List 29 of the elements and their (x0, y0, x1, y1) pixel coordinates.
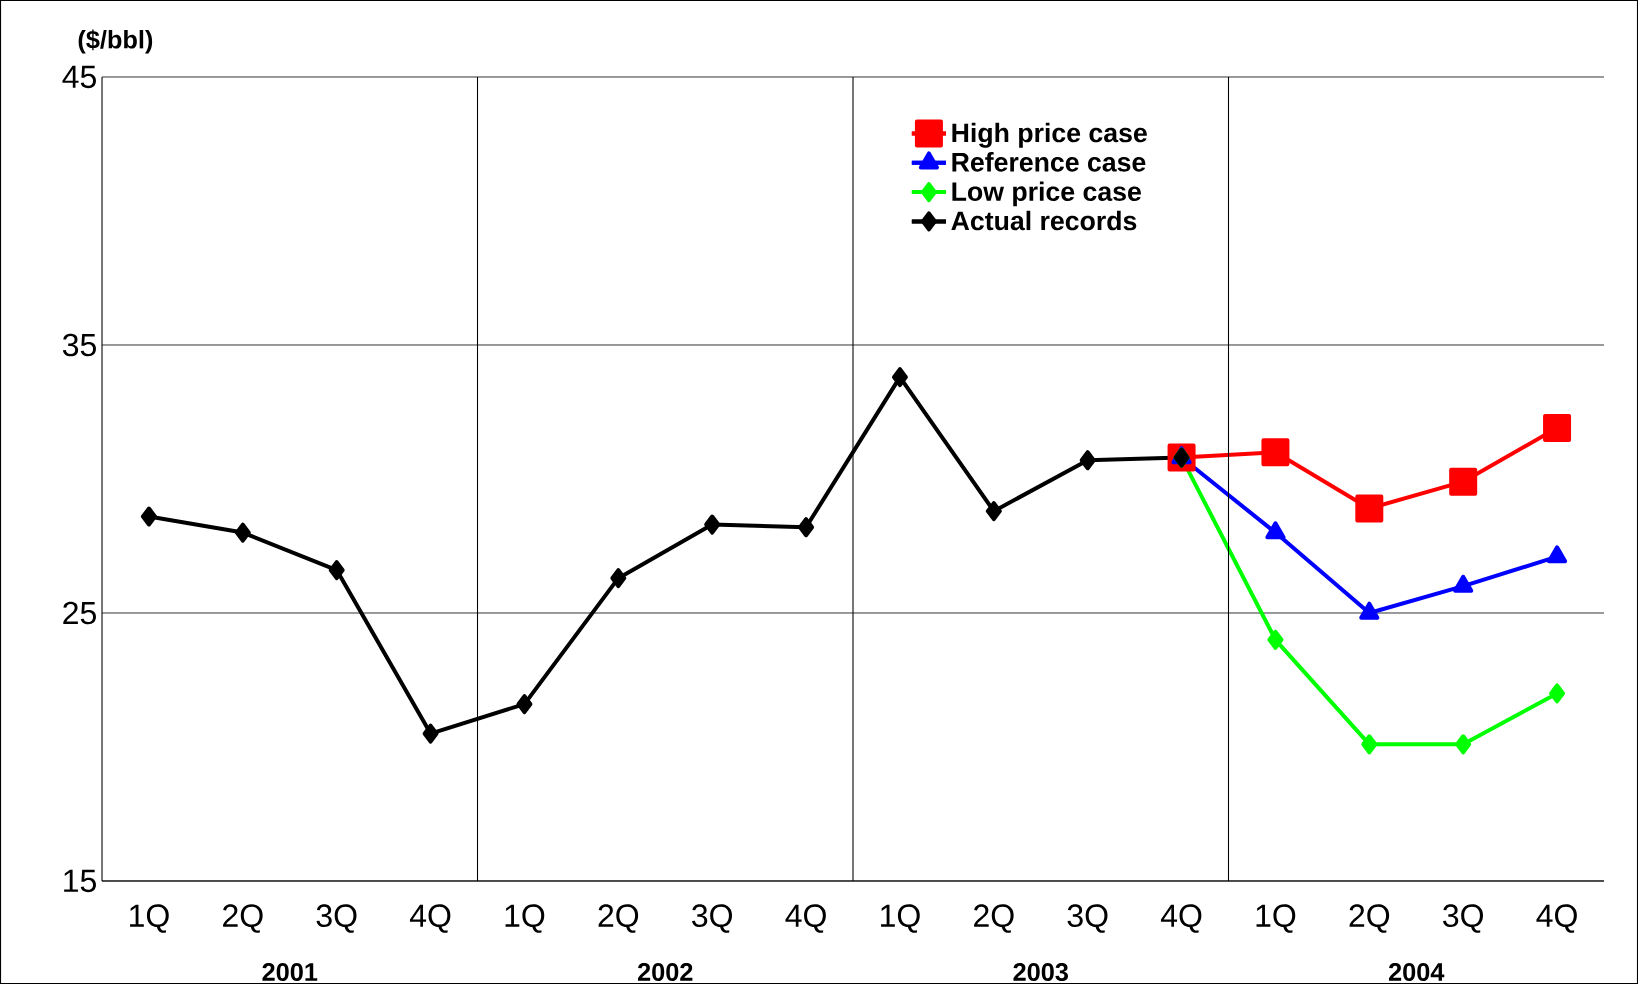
x-tick-label: 1Q (505, 904, 545, 933)
x-tick-label: 1Q (130, 904, 169, 933)
text: 2001 (262, 963, 318, 981)
y-tick-label: 45 (62, 65, 96, 89)
x-tick-label: 3Q (692, 904, 732, 933)
legend-label: High price case (952, 122, 1147, 148)
x-tick-label: 2Q (598, 904, 639, 933)
x-tick-label: 3Q (316, 904, 357, 933)
x-tick-label: 4Q (785, 904, 826, 933)
legend-label: Actual records (951, 210, 1137, 231)
legend-label: Low price case (952, 181, 1141, 207)
y-tick-label: 15 (64, 869, 96, 893)
x-tick-label: 1Q (1256, 904, 1296, 933)
x-tick-label: 4Q (409, 904, 451, 933)
y-tick-label: 25 (63, 601, 96, 625)
legend-label: Reference case (952, 152, 1146, 172)
text: 2003 (1013, 963, 1068, 982)
y-axis-title: ($/bbl) (78, 29, 153, 54)
x-tick-label: 3Q (1067, 904, 1108, 933)
x-tick-label: 4Q (1536, 904, 1577, 933)
x-tick-label: 4Q (1160, 904, 1202, 933)
x-tick-label: 1Q (881, 904, 920, 933)
y-tick-label: 35 (62, 333, 96, 357)
x-tick-label: 3Q (1443, 904, 1483, 933)
text: 2004 (1388, 963, 1445, 981)
text: 2002 (637, 963, 693, 981)
x-tick-label: 2Q (1349, 904, 1390, 933)
x-tick-label: 2Q (223, 904, 263, 933)
x-tick-label: 2Q (974, 904, 1014, 933)
